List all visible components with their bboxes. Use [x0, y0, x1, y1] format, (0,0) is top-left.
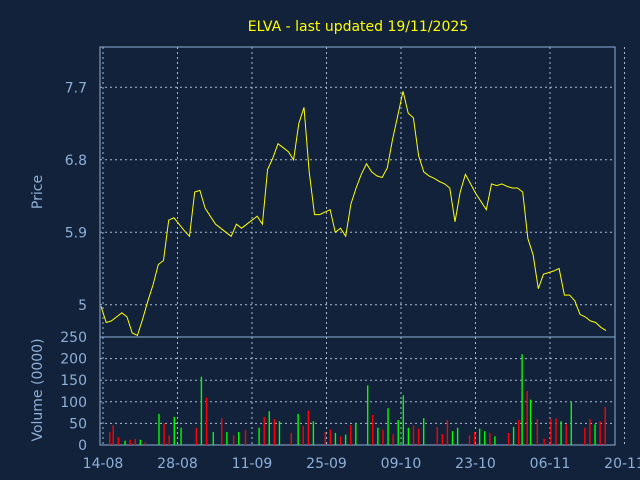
date-tick-label: 25-09 — [306, 456, 347, 472]
volume-tick-label: 50 — [69, 416, 87, 432]
volume-tick-label: 100 — [60, 395, 87, 411]
date-tick-label: 28-08 — [157, 456, 198, 472]
price-tick-label: 7.7 — [65, 80, 87, 96]
volume-frame — [99, 336, 616, 446]
date-tick-label: 20-11 — [604, 456, 640, 472]
volume-tick-label: 200 — [60, 352, 87, 368]
price-series-line — [100, 91, 607, 337]
date-tick-label: 23-10 — [455, 456, 496, 472]
price-y-ticks: 5 5.9 6.8 7.7 — [65, 80, 87, 314]
volume-bars — [109, 354, 606, 445]
chart-title: ELVA - last updated 19/11/2025 — [248, 19, 468, 35]
volume-y-ticks: 0 50 100 150 200 250 — [60, 330, 87, 454]
volume-panel: 0 50 100 150 200 250 14-08 28-08 11-09 25-09 09-1… — [30, 330, 640, 472]
volume-grid — [100, 337, 625, 445]
date-x-ticks: 14-08 28-08 11-09 25-09 09-10 23-10 06-11 20-11 — [83, 456, 640, 472]
price-axis-title: Price — [30, 175, 46, 209]
volume-axis-title: Volume (0000) — [30, 338, 46, 441]
date-tick-label: 14-08 — [83, 456, 124, 472]
volume-tick-label: 250 — [60, 330, 87, 346]
price-tick-label: 5 — [78, 298, 87, 314]
date-tick-label: 09-10 — [381, 456, 422, 472]
price-tick-label: 5.9 — [65, 225, 87, 241]
date-tick-label: 06-11 — [530, 456, 571, 472]
volume-tick-label: 0 — [78, 438, 87, 454]
date-tick-label: 11-09 — [232, 456, 273, 472]
price-tick-label: 6.8 — [65, 153, 87, 169]
price-grid — [100, 47, 625, 337]
volume-tick-label: 150 — [60, 373, 87, 389]
price-panel: 5 5.9 6.8 7.7 Price — [30, 46, 625, 338]
